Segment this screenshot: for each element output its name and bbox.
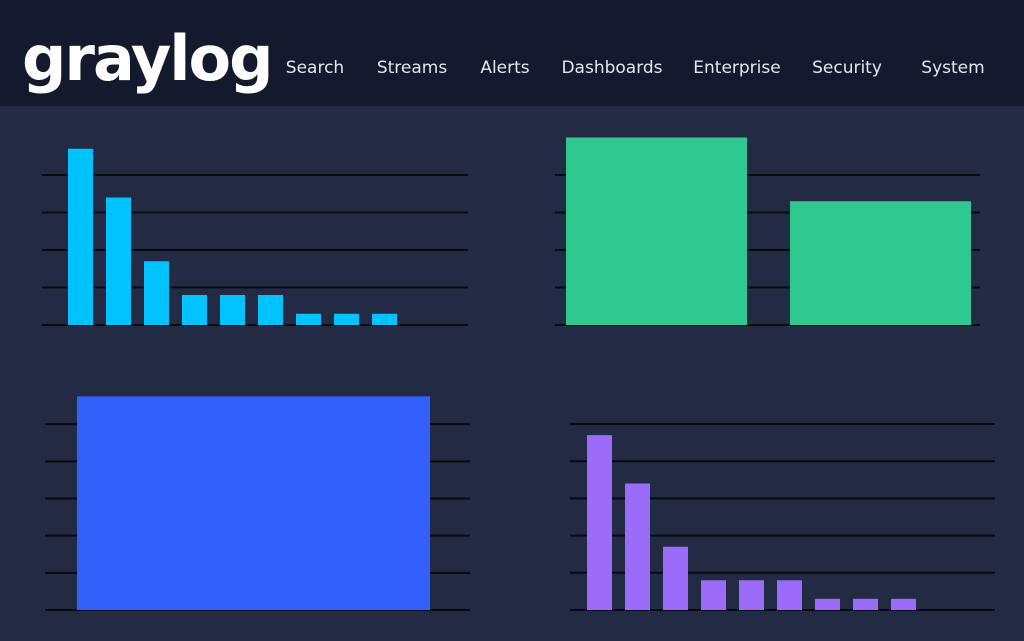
- bar: [144, 261, 169, 325]
- nav-item[interactable]: Enterprise: [693, 58, 780, 78]
- bar: [77, 396, 430, 610]
- nav-item[interactable]: Dashboards: [561, 58, 662, 78]
- bar: [815, 598, 840, 610]
- bar: [68, 148, 93, 325]
- bar: [258, 295, 283, 325]
- bar: [625, 483, 650, 610]
- dashboard: [42, 137, 995, 611]
- bar: [566, 137, 747, 325]
- nav-item[interactable]: Alerts: [480, 58, 529, 78]
- bar: [663, 546, 688, 610]
- bar: [372, 313, 397, 325]
- bar: [182, 295, 207, 325]
- nav-item[interactable]: System: [921, 58, 984, 78]
- logo[interactable]: graylog: [22, 22, 274, 95]
- bar: [777, 580, 802, 610]
- top-bar: [0, 0, 1024, 106]
- bar: [701, 580, 726, 610]
- nav-item[interactable]: Streams: [377, 58, 448, 78]
- bar: [106, 197, 131, 325]
- bar: [739, 580, 764, 610]
- bar: [296, 313, 321, 325]
- bar: [790, 201, 971, 325]
- bar: [334, 313, 359, 325]
- bar: [891, 598, 916, 610]
- bar: [853, 598, 878, 610]
- nav-item[interactable]: Search: [286, 58, 344, 78]
- nav-item[interactable]: Security: [812, 58, 882, 78]
- bar: [220, 295, 245, 325]
- nav-bar: Search Streams Alerts Dashboards Enterprise S…: [286, 58, 985, 78]
- bar: [587, 435, 612, 610]
